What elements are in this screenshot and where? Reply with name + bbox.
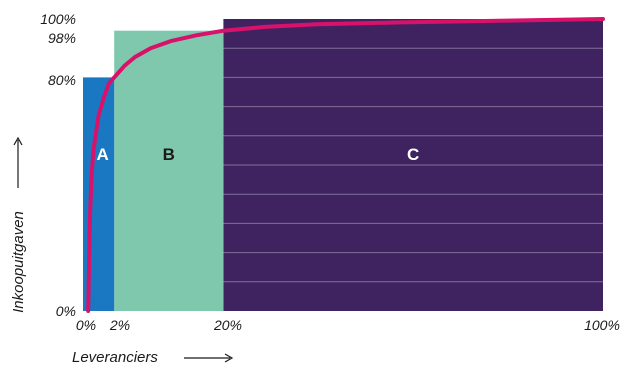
y-tick-label: 98% [48,30,76,46]
y-axis-arrow-icon [13,136,23,188]
x-axis-title-group: Leveranciers [72,349,234,366]
x-tick-label: 20% [213,317,242,333]
zone-b-area [114,30,224,312]
x-tick-label: 100% [584,317,620,333]
zone-label-b: B [163,145,175,164]
y-tick-label: 100% [40,11,76,27]
y-tick-label: 0% [56,303,76,319]
zone-label-a: A [96,145,108,164]
zone-areas [83,19,603,312]
x-tick-label: 2% [109,317,130,333]
zone-label-c: C [407,145,419,164]
y-tick-labels: 0% 80% 98% 100% [40,11,76,319]
zone-labels: A B C [96,145,419,164]
x-tick-labels: 0% 2% 20% 100% [76,317,620,333]
cumulative-curve [86,17,605,313]
x-tick-label: 0% [76,317,96,333]
gridlines [223,47,603,283]
x-axis-title: Leveranciers [72,349,158,366]
x-axis-arrow-icon [184,353,234,363]
y-axis-title-group: Inkoopuitgaven [10,136,27,313]
y-tick-label: 80% [48,72,76,88]
zone-c-area [223,19,603,311]
y-axis-title: Inkoopuitgaven [10,211,27,313]
